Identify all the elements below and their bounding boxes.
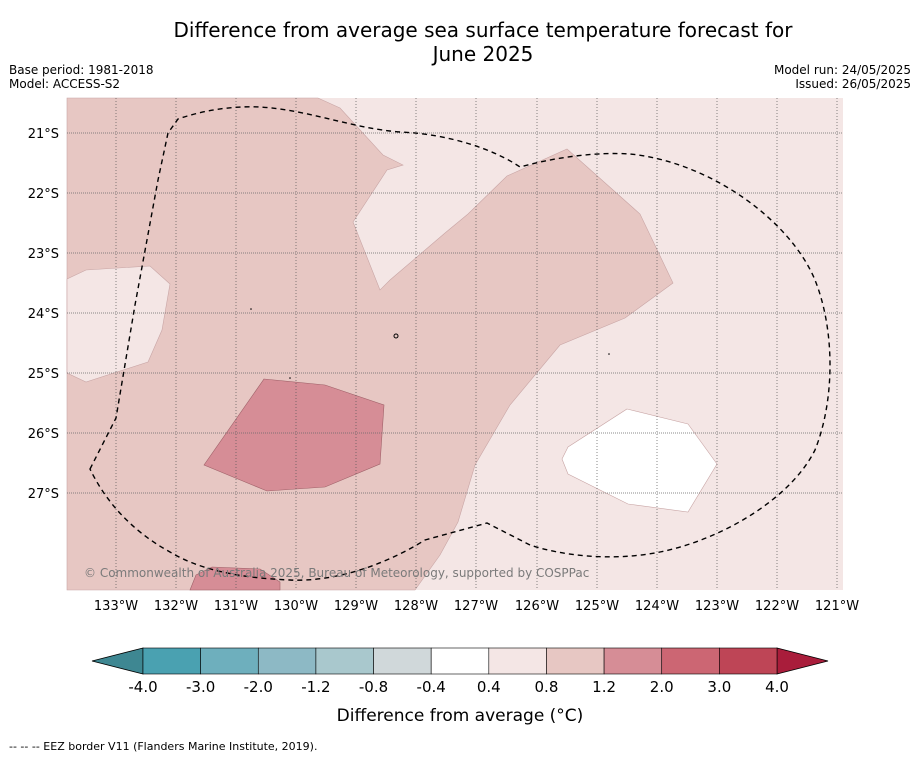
lat-label: 27°S [28,487,59,502]
model-name: Model: ACCESS-S2 [9,77,121,91]
anomaly-region-bottom [189,566,281,591]
colorbar-tick-label: 4.0 [765,678,789,696]
colorbar-tick-label: -1.2 [301,678,330,696]
colorbar-segment [315,647,374,675]
lon-label: 128°W [394,599,438,614]
island-mark [250,308,252,310]
title-line-2: June 2025 [432,42,534,66]
colorbar-label: Difference from average (°C) [337,706,584,726]
colorbar-over-extend [776,647,829,675]
lon-label: 123°W [695,599,739,614]
model-run: Model run: 24/05/2025 [773,63,911,77]
colorbar-tick-label: -0.4 [417,678,446,696]
island-mark [608,353,610,355]
lat-label: 21°S [28,127,59,142]
colorbar-tick-label: -3.0 [186,678,215,696]
colorbar-tick-label: 2.0 [650,678,674,696]
lon-label: 129°W [334,599,378,614]
island-mark [289,377,291,379]
lon-label: 127°W [454,599,498,614]
colorbar-tick-label: 0.8 [535,678,559,696]
lat-label: 24°S [28,307,59,322]
lon-label: 131°W [214,599,258,614]
colorbar-segment [142,647,201,675]
colorbar-segment [373,647,432,675]
lon-label: 121°W [815,599,859,614]
lon-label: 124°W [635,599,679,614]
colorbar-segment [257,647,317,675]
colorbar-segment [603,647,663,675]
colorbar-tick-label: 0.4 [477,678,501,696]
eez-border [89,106,831,581]
lon-label: 130°W [274,599,318,614]
lat-labels: 21°S 22°S 23°S 24°S 25°S 26°S 27°S [28,127,59,502]
colorbar-ticks: -4.0 -3.0 -2.0 -1.2 -0.8 -0.4 0.4 0.8 1.2 2.0 3.0 4… [128,678,789,696]
graticule [115,98,838,590]
lon-labels: 133°W 132°W 131°W 130°W 129°W 128°W 127°… [94,599,859,614]
title-line-1: Difference from average sea surface temp… [173,18,793,42]
colorbar-segment [430,647,490,675]
colorbar [91,647,829,675]
base-period: Base period: 1981-2018 [9,63,154,77]
colorbar-segment [661,647,720,675]
meta-right: Model run: 24/05/2025 Issued: 26/05/2025 [774,63,911,91]
lon-label: 126°W [515,599,559,614]
lon-label: 132°W [154,599,198,614]
colorbar-tick-label: -4.0 [128,678,157,696]
colorbar-tick-label: 1.2 [592,678,616,696]
anomaly-region-1.2-2.0 [203,378,385,492]
colorbar-segment [546,647,605,675]
anomaly-region-neutral [561,408,718,513]
copyright-text: © Commonwealth of Australia 2025, Bureau… [84,566,589,580]
lat-label: 22°S [28,187,59,202]
meta-left: Base period: 1981-2018 Model: ACCESS-S2 [9,63,154,91]
colorbar-tick-label: -2.0 [244,678,273,696]
colorbar-tick-label: 3.0 [707,678,731,696]
eez-footnote: -- -- -- EEZ border V11 (Flanders Marine… [9,740,318,753]
island-mark [393,333,399,339]
map-title: Difference from average sea surface temp… [100,18,866,66]
colorbar-under-extend [91,647,144,675]
lat-label: 23°S [28,247,59,262]
colorbar-segment [200,647,259,675]
anomaly-patch-left [66,265,171,383]
colorbar-tick-label: -0.8 [359,678,388,696]
graticule-lat [67,132,843,494]
lat-label: 26°S [28,427,59,442]
lat-label: 25°S [28,367,59,382]
colorbar-segment [488,647,547,675]
lon-label: 122°W [755,599,799,614]
colorbar-segment [719,647,778,675]
issued-date: Issued: 26/05/2025 [795,77,911,91]
lon-label: 133°W [94,599,138,614]
lon-label: 125°W [575,599,619,614]
